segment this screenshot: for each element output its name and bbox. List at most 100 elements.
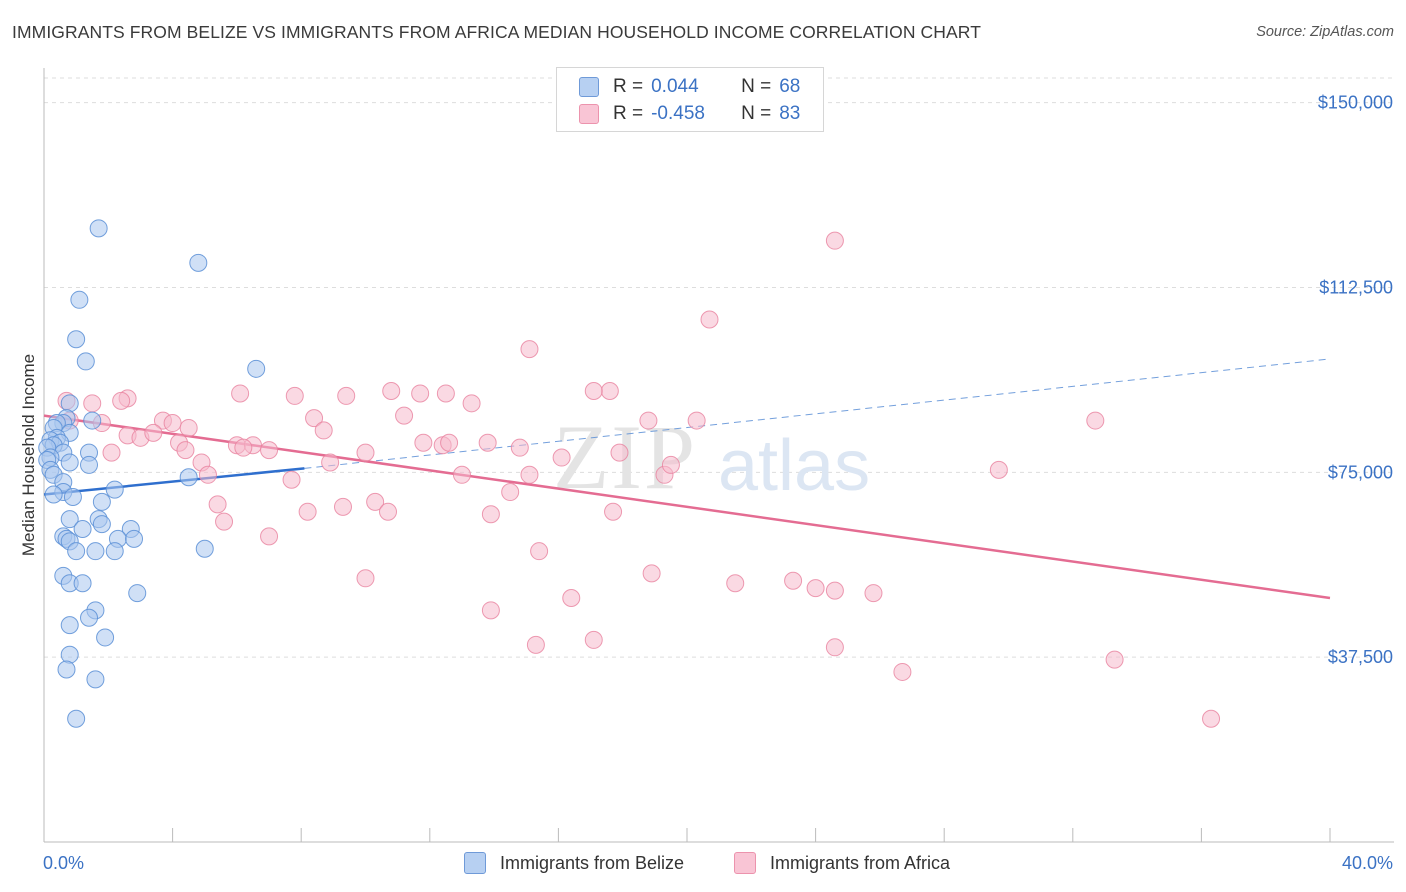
- data-point-africa: [510, 438, 529, 457]
- data-point-africa: [282, 470, 301, 489]
- data-point-belize: [44, 485, 63, 504]
- tick-labels: $37,500 $75,000 $112,500 $150,000 0.0% 40.0%: [43, 93, 1393, 873]
- legend-row-belize: R = 0.044 N = 68: [579, 76, 800, 98]
- legend-r-label: R =: [613, 103, 644, 124]
- data-point-africa: [825, 638, 844, 657]
- data-point-africa: [642, 564, 661, 583]
- data-point-belize: [179, 468, 198, 487]
- data-point-belize: [105, 480, 124, 499]
- data-point-africa: [726, 574, 745, 593]
- legend-swatch-africa: [579, 104, 599, 124]
- data-point-africa: [825, 581, 844, 600]
- data-point-africa: [379, 502, 398, 521]
- bottom-legend-label-africa: Immigrants from Africa: [770, 852, 951, 873]
- data-point-africa: [102, 443, 121, 462]
- legend-n-value-belize: 68: [779, 76, 801, 97]
- legend-n-label: N =: [741, 103, 772, 124]
- data-point-belize: [60, 616, 79, 635]
- data-point-belize: [70, 290, 89, 309]
- bottom-legend-belize: Immigrants from Belize: [464, 852, 684, 874]
- data-point-belize: [247, 359, 266, 378]
- data-point-africa: [893, 662, 912, 681]
- data-point-africa: [989, 460, 1008, 479]
- data-point-africa: [144, 423, 163, 442]
- data-point-africa: [215, 512, 234, 531]
- data-point-africa: [305, 409, 324, 428]
- data-point-africa: [600, 381, 619, 400]
- data-point-africa: [356, 443, 375, 462]
- data-point-africa: [1202, 709, 1221, 728]
- data-point-africa: [83, 394, 102, 413]
- data-point-belize: [57, 660, 76, 679]
- data-point-africa: [414, 433, 433, 452]
- data-point-belize: [73, 520, 92, 539]
- data-point-africa: [639, 411, 658, 430]
- trend-belize: [43, 358, 1331, 496]
- data-point-belize: [60, 510, 79, 529]
- data-point-belize: [76, 352, 95, 371]
- data-point-africa: [784, 571, 803, 590]
- data-point-belize: [60, 394, 79, 413]
- data-point-africa: [176, 441, 195, 460]
- y-axis-label: Median Household Income: [19, 354, 38, 556]
- bottom-legend-swatch-africa: [734, 852, 756, 874]
- points-belize: [38, 219, 266, 728]
- legend-n-label: N =: [741, 76, 772, 97]
- data-point-africa: [321, 453, 340, 472]
- data-point-africa: [179, 418, 198, 437]
- data-point-belize: [67, 330, 86, 349]
- data-point-africa: [337, 386, 356, 405]
- data-point-africa: [552, 448, 571, 467]
- data-point-belize: [83, 411, 102, 430]
- data-point-africa: [366, 492, 385, 511]
- data-point-belize: [73, 574, 92, 593]
- y-tick-label: $37,500: [1328, 647, 1393, 667]
- trend-line-belize: [43, 467, 305, 496]
- data-point-belize: [67, 709, 86, 728]
- data-point-africa: [208, 495, 227, 514]
- source-label: Source: ZipAtlas.com: [1256, 24, 1394, 40]
- data-point-africa: [436, 384, 455, 403]
- data-point-africa: [1105, 650, 1124, 669]
- data-point-africa: [1086, 411, 1105, 430]
- data-point-africa: [395, 406, 414, 425]
- bottom-legend-swatch-belize: [464, 852, 486, 874]
- data-point-africa: [112, 391, 131, 410]
- legend-r-value-africa: -0.458: [651, 103, 705, 124]
- data-point-africa: [462, 394, 481, 413]
- legend-swatch-belize: [579, 77, 599, 97]
- data-point-africa: [198, 465, 217, 484]
- legend-r-value-belize: 0.044: [651, 76, 699, 97]
- data-point-africa: [411, 384, 430, 403]
- data-point-belize: [80, 608, 99, 627]
- legend-r-label: R =: [613, 76, 644, 97]
- data-point-africa: [356, 569, 375, 588]
- x-tick-label-min: 0.0%: [43, 853, 84, 873]
- data-point-africa: [864, 584, 883, 603]
- data-point-africa: [314, 421, 333, 440]
- data-point-africa: [604, 502, 623, 521]
- y-tick-label: $112,500: [1319, 277, 1393, 297]
- data-point-africa: [661, 455, 680, 474]
- y-tick-label: $75,000: [1328, 462, 1393, 482]
- data-point-africa: [687, 411, 706, 430]
- data-point-belize: [67, 542, 86, 561]
- data-point-africa: [700, 310, 719, 329]
- data-point-belize: [125, 529, 144, 548]
- data-point-africa: [584, 630, 603, 649]
- points-africa: [57, 231, 1221, 728]
- data-point-africa: [382, 381, 401, 400]
- y-tick-label: $150,000: [1318, 93, 1393, 113]
- data-point-africa: [234, 438, 253, 457]
- data-point-africa: [481, 601, 500, 620]
- data-point-belize: [86, 542, 105, 561]
- data-point-belize: [92, 515, 111, 534]
- data-point-belize: [96, 628, 115, 647]
- data-point-africa: [530, 542, 549, 561]
- data-point-africa: [478, 433, 497, 452]
- watermark-atlas: atlas: [718, 426, 870, 506]
- data-point-africa: [333, 497, 352, 516]
- data-point-africa: [520, 465, 539, 484]
- chart-title: IMMIGRANTS FROM BELIZE VS IMMIGRANTS FRO…: [12, 22, 981, 42]
- data-point-africa: [440, 433, 459, 452]
